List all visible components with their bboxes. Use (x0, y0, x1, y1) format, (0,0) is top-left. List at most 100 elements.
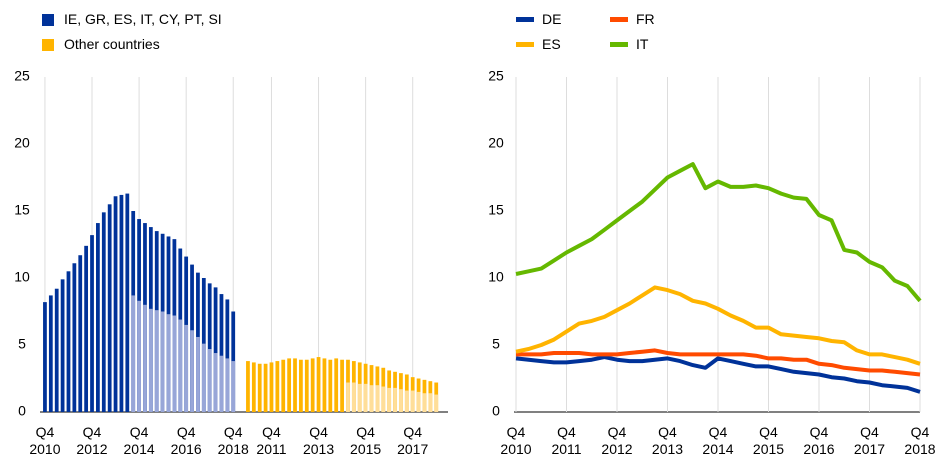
bar (207, 283, 212, 412)
x-tick-label: Q4 2010 (500, 424, 532, 457)
bar (351, 382, 356, 412)
bar (225, 358, 230, 412)
bar (246, 361, 250, 412)
x-tick-label: Q4 2013 (302, 424, 335, 457)
bar (90, 235, 94, 412)
bar (404, 390, 409, 412)
bar (178, 319, 183, 412)
bar (328, 359, 333, 412)
bar (143, 304, 147, 412)
y-tick-label: 0 (18, 403, 26, 419)
bar (154, 310, 159, 412)
bar (225, 299, 230, 412)
line (515, 285, 921, 366)
bar (119, 194, 124, 412)
bar (66, 271, 71, 412)
legend-label: Other countries (64, 36, 160, 52)
bar (107, 204, 112, 412)
x-tick-label: Q4 2011 (256, 424, 287, 457)
bar (281, 359, 286, 412)
bar (43, 302, 47, 412)
line (515, 162, 922, 303)
bar (125, 193, 130, 412)
bar (381, 386, 386, 412)
bar (213, 353, 218, 412)
y-tick-label: 10 (488, 269, 504, 285)
x-tick-label: Q4 2012 (601, 424, 633, 457)
x-tick-label: Q4 2013 (651, 424, 684, 457)
bar (299, 359, 303, 412)
bar (166, 314, 171, 412)
y-tick-label: 5 (18, 336, 26, 352)
bar (54, 288, 59, 412)
bar (113, 196, 118, 412)
x-tick-label: Q4 2016 (803, 424, 835, 457)
bar (322, 358, 327, 412)
bar (137, 300, 141, 412)
legend-swatch (42, 14, 54, 26)
bar (48, 295, 53, 412)
y-tick-label: 15 (488, 202, 504, 218)
bar (316, 357, 321, 412)
bar (184, 324, 189, 412)
x-tick-label: Q4 2012 (76, 424, 108, 457)
bar (148, 308, 153, 412)
bar (269, 362, 274, 412)
bar (346, 382, 350, 412)
legend-swatch (42, 39, 54, 51)
legend-label: IE, GR, ES, IT, CY, PT, SI (64, 11, 222, 27)
bar (251, 362, 256, 412)
bar (304, 359, 309, 412)
legend-swatch (610, 17, 628, 22)
bar (219, 294, 224, 412)
legend-label: IT (636, 36, 649, 52)
bar (375, 385, 380, 412)
y-tick-label: 5 (492, 336, 500, 352)
x-tick-label: Q4 2018 (904, 424, 936, 457)
y-tick-label: 25 (488, 68, 504, 84)
bar (399, 389, 403, 412)
bar (434, 394, 439, 412)
bar (387, 387, 392, 412)
bar (416, 391, 421, 412)
x-tick-label: Q4 2017 (397, 424, 429, 457)
legend-label: ES (542, 36, 561, 52)
y-tick-label: 0 (492, 403, 500, 419)
bar (393, 387, 397, 412)
bar (78, 255, 83, 412)
x-tick-label: Q4 2015 (350, 424, 382, 457)
line (515, 355, 921, 394)
bar (287, 358, 292, 412)
bar (101, 212, 106, 412)
bar (310, 358, 315, 412)
bar (84, 245, 89, 412)
bar (207, 349, 212, 412)
bar (160, 311, 165, 412)
bar (201, 343, 206, 412)
x-tick-label: Q4 2017 (853, 424, 886, 457)
bar (363, 383, 368, 412)
y-tick-label: 10 (14, 269, 30, 285)
bar (275, 361, 280, 412)
bar (131, 295, 136, 412)
line (516, 348, 921, 377)
bar (219, 355, 224, 412)
legend-swatch (516, 17, 534, 22)
y-tick-label: 20 (488, 135, 504, 151)
y-tick-label: 15 (14, 202, 30, 218)
bar (263, 363, 268, 412)
legend-swatch (610, 42, 628, 47)
bar (60, 279, 65, 412)
x-tick-label: Q4 2016 (170, 424, 202, 457)
bar (369, 385, 374, 412)
x-tick-label: Q4 2014 (702, 424, 734, 457)
bar (257, 363, 262, 412)
y-tick-label: 25 (14, 68, 30, 84)
x-tick-label: Q4 2015 (752, 424, 785, 457)
y-tick-label: 20 (14, 135, 30, 151)
bar (213, 287, 218, 412)
bar (96, 223, 100, 412)
x-tick-label: Q4 2010 (29, 424, 61, 457)
